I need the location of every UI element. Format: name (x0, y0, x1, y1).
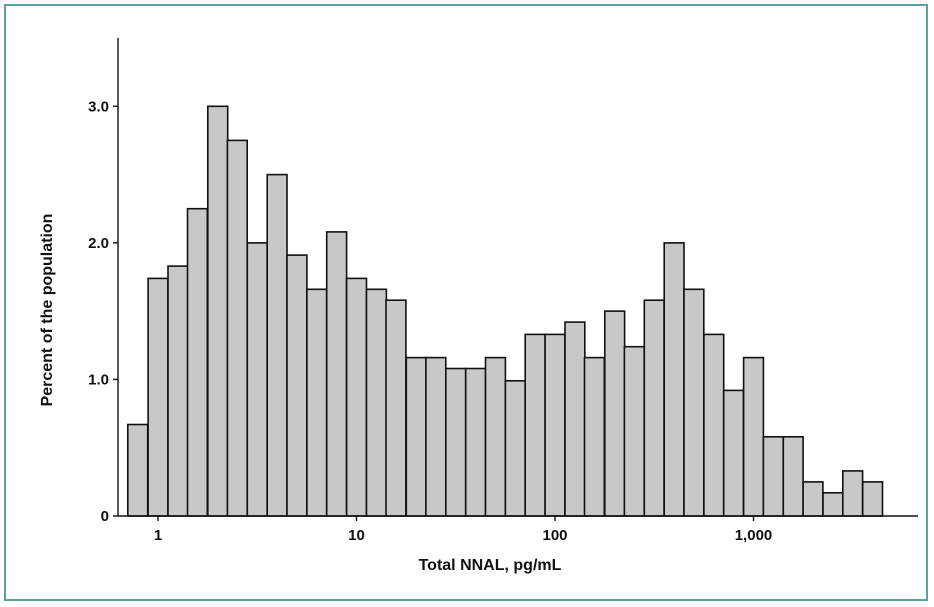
bar-5 (226, 139, 248, 517)
bar-24 (603, 310, 626, 517)
bar-20 (524, 333, 546, 517)
bar-19 (504, 379, 526, 517)
bar-15 (425, 356, 447, 517)
bar-2 (167, 265, 189, 517)
bar-31 (742, 356, 765, 517)
bar-14 (405, 356, 427, 517)
bar-26 (643, 299, 665, 517)
bar-0 (127, 423, 149, 517)
x-tick-label-2: 100 (542, 527, 567, 544)
bar-25 (623, 345, 646, 517)
x-tick-label-3: 1,000 (735, 527, 773, 544)
y-tick-label-3: 3.0 (88, 98, 109, 115)
x-tick-label-1: 10 (348, 527, 365, 544)
bar-37 (861, 481, 884, 517)
bar-8 (286, 254, 308, 517)
y-axis-title: Percent of the population (39, 214, 56, 407)
bar-21 (544, 333, 566, 517)
y-tick-label-2: 2.0 (88, 235, 109, 252)
bar-16 (444, 367, 467, 517)
bar-27 (663, 242, 685, 517)
bar-4 (207, 105, 229, 517)
bar-3 (186, 207, 209, 517)
bar-30 (722, 389, 745, 517)
bar-29 (703, 333, 725, 517)
x-tick-label-0: 1 (154, 527, 162, 544)
bar-36 (841, 470, 864, 517)
bar-1 (147, 277, 169, 517)
x-axis-title: Total NNAL, pg/mL (419, 557, 562, 574)
bars-group (127, 105, 884, 517)
y-tick-label-0: 0 (101, 508, 109, 525)
y-tick-label-1: 1.0 (88, 371, 109, 388)
bar-32 (762, 435, 785, 517)
bar-7 (266, 173, 288, 517)
bar-18 (484, 356, 507, 517)
bar-28 (683, 288, 705, 517)
bar-10 (325, 231, 348, 517)
bar-17 (464, 367, 487, 517)
bar-22 (564, 321, 586, 517)
bar-34 (802, 481, 824, 517)
bar-23 (583, 356, 606, 517)
bar-12 (365, 288, 388, 517)
bar-11 (345, 277, 368, 517)
bar-35 (822, 491, 844, 517)
bar-6 (246, 242, 269, 517)
ticks-group: 0 1.0 2.0 3.0 1 10 100 1,000 (88, 98, 772, 544)
bar-9 (306, 288, 328, 517)
axes-group (117, 38, 918, 517)
bar-13 (385, 299, 407, 517)
bar-33 (782, 435, 804, 517)
